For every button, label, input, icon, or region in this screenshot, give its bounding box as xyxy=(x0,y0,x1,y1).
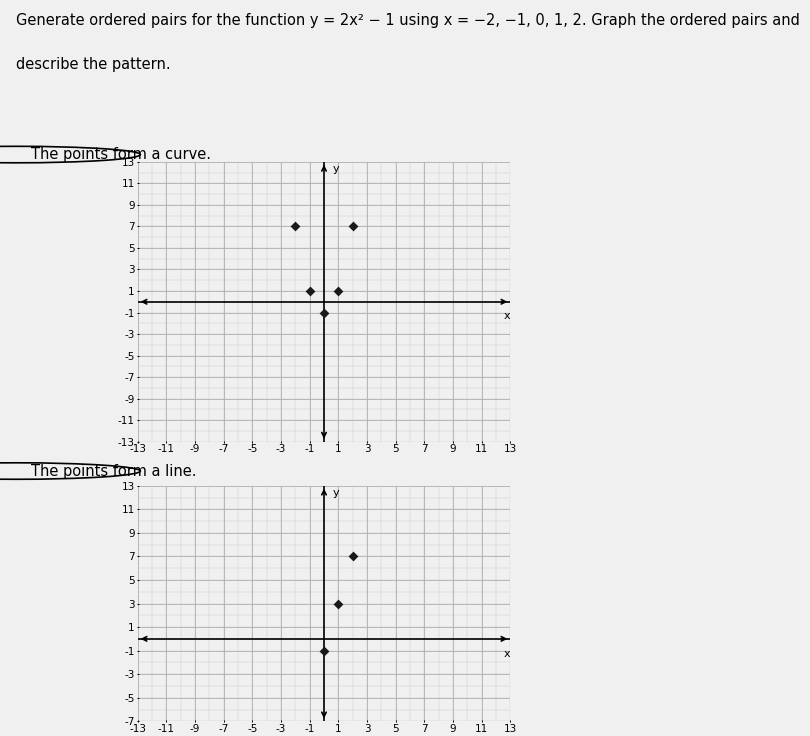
Point xyxy=(318,307,330,319)
Text: y: y xyxy=(333,164,339,174)
Text: y: y xyxy=(333,488,339,498)
Point xyxy=(318,645,330,657)
Text: The points form a curve.: The points form a curve. xyxy=(32,147,211,162)
Text: x: x xyxy=(504,311,511,322)
Point xyxy=(332,598,345,609)
Text: Generate ordered pairs for the function y = 2x² − 1 using x = −2, −1, 0, 1, 2. G: Generate ordered pairs for the function … xyxy=(16,13,800,28)
Text: x: x xyxy=(504,649,511,659)
Point xyxy=(289,221,302,233)
Point xyxy=(346,221,359,233)
Point xyxy=(346,551,359,562)
Point xyxy=(303,285,316,297)
Point xyxy=(332,285,345,297)
Text: The points form a line.: The points form a line. xyxy=(32,464,197,478)
Text: describe the pattern.: describe the pattern. xyxy=(16,57,171,72)
